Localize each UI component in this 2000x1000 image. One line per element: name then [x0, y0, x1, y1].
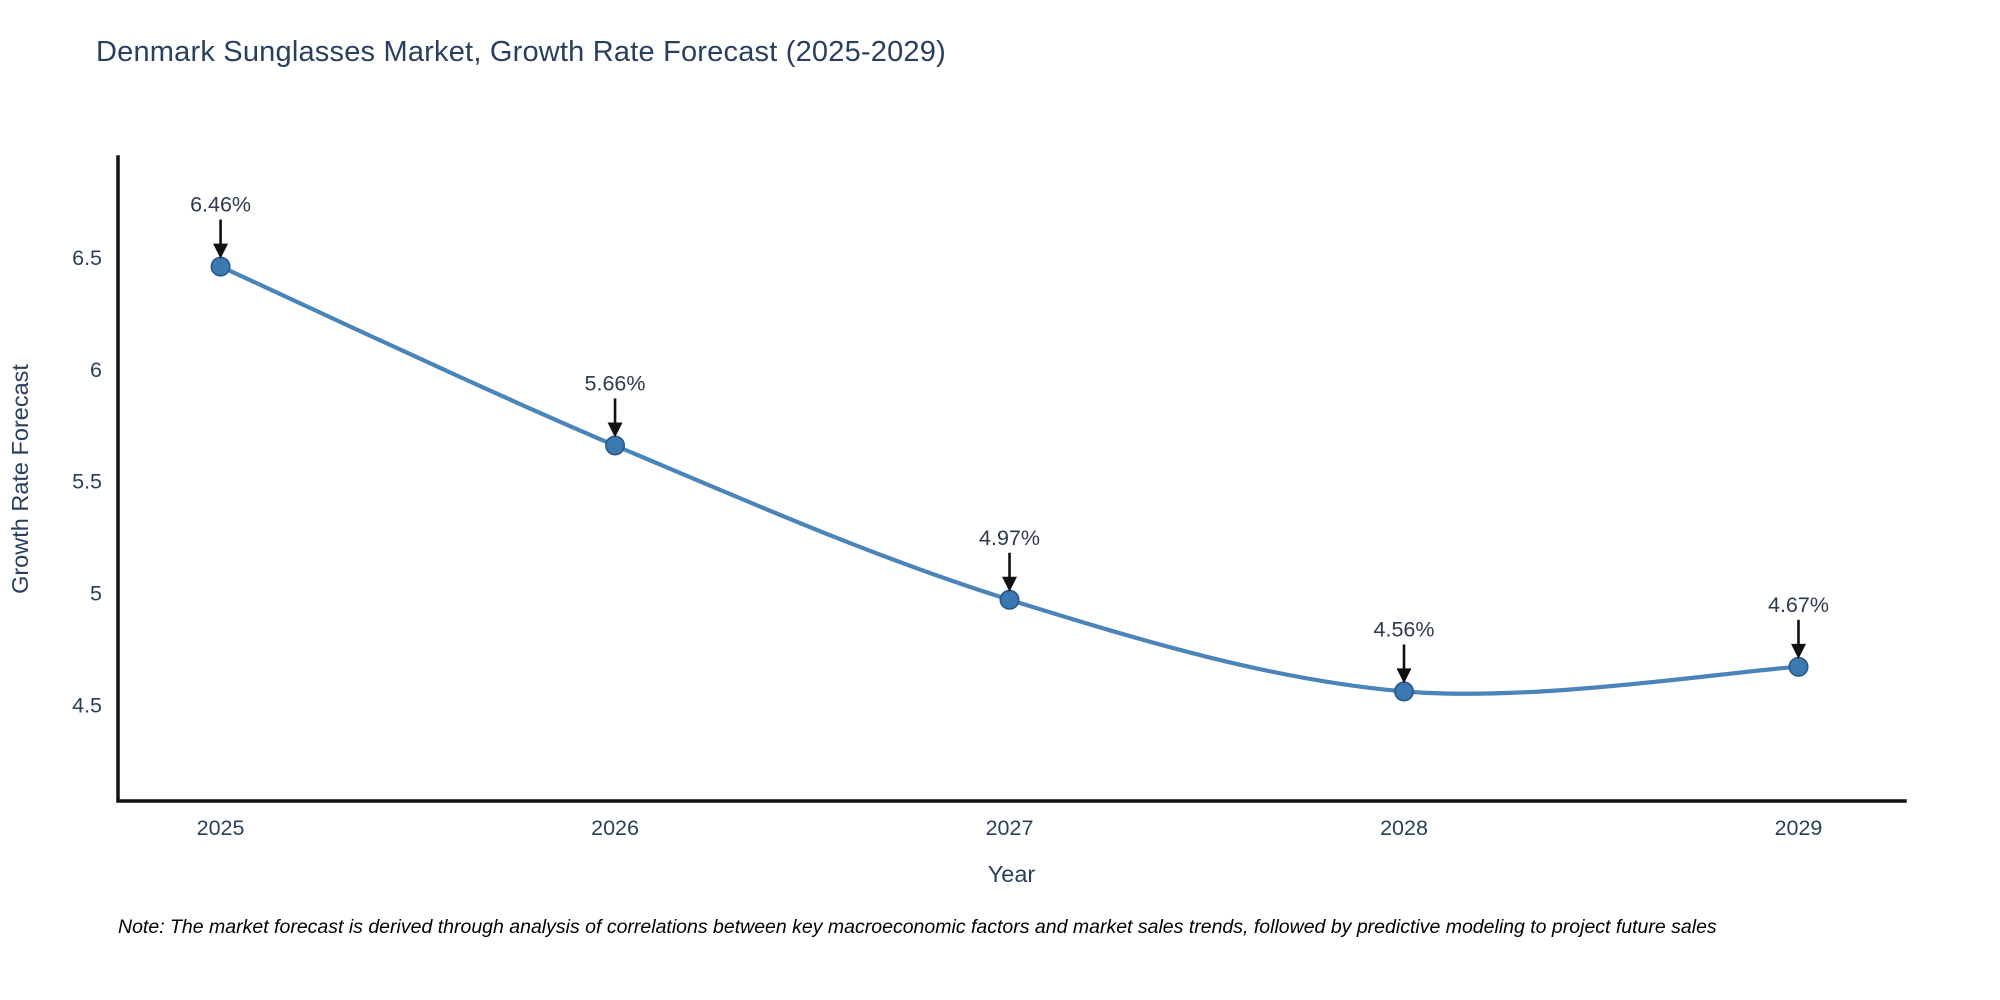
chart-title: Denmark Sunglasses Market, Growth Rate F…: [96, 36, 946, 68]
data-point-marker: [210, 256, 231, 277]
y-tick-label: 6: [90, 358, 102, 382]
annotation-arrowhead-icon: [1790, 643, 1806, 659]
y-tick-label: 5.5: [72, 470, 102, 494]
annotation-arrowhead-icon: [213, 243, 229, 259]
x-tick-label: 2028: [1380, 816, 1428, 840]
y-tick-label: 4.5: [72, 693, 102, 717]
data-point-marker: [605, 435, 626, 456]
y-axis-title: Growth Rate Forecast: [7, 364, 33, 594]
data-point-label: 4.56%: [1374, 617, 1435, 641]
y-tick-label: 6.5: [72, 246, 102, 270]
annotation-arrowhead-icon: [607, 422, 623, 438]
x-tick-label: 2025: [197, 816, 245, 840]
x-tick-label: 2026: [591, 816, 639, 840]
data-point-label: 5.66%: [585, 371, 646, 395]
axis-lines: [116, 155, 1907, 803]
data-point-label: 4.67%: [1768, 593, 1829, 617]
data-point-label: 6.46%: [190, 193, 251, 217]
x-tick-label: 2027: [986, 816, 1034, 840]
growth-rate-line: [219, 264, 1799, 696]
footnote: Note: The market forecast is derived thr…: [118, 916, 1717, 938]
annotation-arrowhead-icon: [1002, 576, 1018, 592]
data-point-marker: [1788, 656, 1809, 677]
data-point-marker: [999, 589, 1020, 610]
y-tick-label: 5: [90, 582, 102, 606]
x-axis-title: Year: [988, 861, 1036, 887]
data-point-label: 4.97%: [979, 526, 1040, 550]
data-point-marker: [1394, 681, 1415, 702]
annotation-arrowhead-icon: [1396, 668, 1412, 684]
x-tick-label: 2029: [1775, 816, 1823, 840]
